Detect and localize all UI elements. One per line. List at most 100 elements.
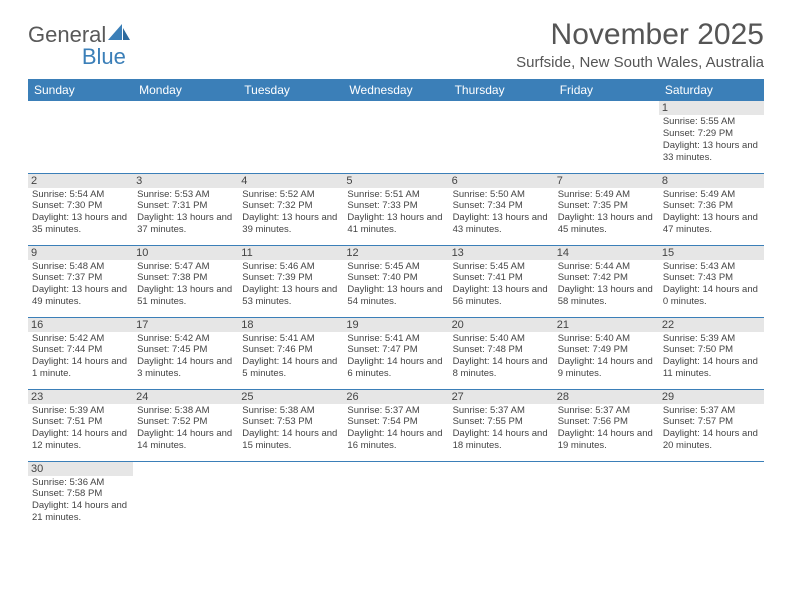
calendar-cell [449,461,554,533]
sunrise-text: Sunrise: 5:38 AM [242,405,339,417]
day-info: Sunrise: 5:37 AMSunset: 7:57 PMDaylight:… [663,405,760,453]
day-number: 27 [449,390,554,404]
sunrise-text: Sunrise: 5:37 AM [347,405,444,417]
calendar-cell: 27Sunrise: 5:37 AMSunset: 7:55 PMDayligh… [449,389,554,461]
calendar-cell: 11Sunrise: 5:46 AMSunset: 7:39 PMDayligh… [238,245,343,317]
day-number: 4 [238,174,343,188]
sunrise-text: Sunrise: 5:52 AM [242,189,339,201]
calendar-cell: 19Sunrise: 5:41 AMSunset: 7:47 PMDayligh… [343,317,448,389]
daylight-text: Daylight: 13 hours and 56 minutes. [453,284,550,308]
daylight-text: Daylight: 14 hours and 8 minutes. [453,356,550,380]
sunset-text: Sunset: 7:54 PM [347,416,444,428]
day-number: 21 [554,318,659,332]
day-number: 12 [343,246,448,260]
daylight-text: Daylight: 14 hours and 5 minutes. [242,356,339,380]
day-number: 18 [238,318,343,332]
daylight-text: Daylight: 13 hours and 43 minutes. [453,212,550,236]
calendar-cell [554,101,659,173]
calendar-cell: 8Sunrise: 5:49 AMSunset: 7:36 PMDaylight… [659,173,764,245]
calendar-cell: 12Sunrise: 5:45 AMSunset: 7:40 PMDayligh… [343,245,448,317]
sunset-text: Sunset: 7:30 PM [32,200,129,212]
weekday-header: Thursday [449,79,554,101]
weekday-header: Tuesday [238,79,343,101]
daylight-text: Daylight: 14 hours and 15 minutes. [242,428,339,452]
day-info: Sunrise: 5:55 AMSunset: 7:29 PMDaylight:… [663,116,760,164]
sunrise-text: Sunrise: 5:54 AM [32,189,129,201]
calendar-cell [133,461,238,533]
sunrise-text: Sunrise: 5:37 AM [453,405,550,417]
calendar-page: General GeneBlue November 2025 Surfside,… [0,0,792,549]
sunrise-text: Sunrise: 5:51 AM [347,189,444,201]
calendar-cell: 6Sunrise: 5:50 AMSunset: 7:34 PMDaylight… [449,173,554,245]
day-number: 20 [449,318,554,332]
sunrise-text: Sunrise: 5:50 AM [453,189,550,201]
daylight-text: Daylight: 13 hours and 41 minutes. [347,212,444,236]
calendar-cell: 25Sunrise: 5:38 AMSunset: 7:53 PMDayligh… [238,389,343,461]
sunset-text: Sunset: 7:46 PM [242,344,339,356]
daylight-text: Daylight: 13 hours and 39 minutes. [242,212,339,236]
weekday-header: Sunday [28,79,133,101]
sunrise-text: Sunrise: 5:47 AM [137,261,234,273]
day-info: Sunrise: 5:38 AMSunset: 7:53 PMDaylight:… [242,405,339,453]
month-title: November 2025 [516,18,764,52]
calendar-table: SundayMondayTuesdayWednesdayThursdayFrid… [28,79,764,533]
sunset-text: Sunset: 7:45 PM [137,344,234,356]
daylight-text: Daylight: 13 hours and 49 minutes. [32,284,129,308]
calendar-cell: 30Sunrise: 5:36 AMSunset: 7:58 PMDayligh… [28,461,133,533]
day-info: Sunrise: 5:54 AMSunset: 7:30 PMDaylight:… [32,189,129,237]
day-number: 2 [28,174,133,188]
day-number: 7 [554,174,659,188]
daylight-text: Daylight: 14 hours and 16 minutes. [347,428,444,452]
calendar-cell: 26Sunrise: 5:37 AMSunset: 7:54 PMDayligh… [343,389,448,461]
day-info: Sunrise: 5:45 AMSunset: 7:40 PMDaylight:… [347,261,444,309]
brand-logo: General GeneBlue [28,24,130,68]
sunset-text: Sunset: 7:33 PM [347,200,444,212]
calendar-header-row: SundayMondayTuesdayWednesdayThursdayFrid… [28,79,764,101]
calendar-cell: 23Sunrise: 5:39 AMSunset: 7:51 PMDayligh… [28,389,133,461]
calendar-cell [133,101,238,173]
day-info: Sunrise: 5:37 AMSunset: 7:56 PMDaylight:… [558,405,655,453]
calendar-cell: 9Sunrise: 5:48 AMSunset: 7:37 PMDaylight… [28,245,133,317]
day-number: 26 [343,390,448,404]
sunrise-text: Sunrise: 5:42 AM [137,333,234,345]
sunrise-text: Sunrise: 5:45 AM [347,261,444,273]
day-number: 3 [133,174,238,188]
day-info: Sunrise: 5:52 AMSunset: 7:32 PMDaylight:… [242,189,339,237]
calendar-row: 16Sunrise: 5:42 AMSunset: 7:44 PMDayligh… [28,317,764,389]
sunset-text: Sunset: 7:58 PM [32,488,129,500]
daylight-text: Daylight: 14 hours and 19 minutes. [558,428,655,452]
daylight-text: Daylight: 14 hours and 12 minutes. [32,428,129,452]
sunset-text: Sunset: 7:31 PM [137,200,234,212]
sunrise-text: Sunrise: 5:43 AM [663,261,760,273]
calendar-cell: 17Sunrise: 5:42 AMSunset: 7:45 PMDayligh… [133,317,238,389]
sunrise-text: Sunrise: 5:53 AM [137,189,234,201]
sunrise-text: Sunrise: 5:49 AM [558,189,655,201]
day-number: 17 [133,318,238,332]
calendar-cell [238,101,343,173]
sunrise-text: Sunrise: 5:48 AM [32,261,129,273]
calendar-cell: 7Sunrise: 5:49 AMSunset: 7:35 PMDaylight… [554,173,659,245]
sunrise-text: Sunrise: 5:45 AM [453,261,550,273]
sunrise-text: Sunrise: 5:37 AM [558,405,655,417]
day-number: 19 [343,318,448,332]
day-info: Sunrise: 5:36 AMSunset: 7:58 PMDaylight:… [32,477,129,525]
day-number: 22 [659,318,764,332]
sunset-text: Sunset: 7:57 PM [663,416,760,428]
day-info: Sunrise: 5:40 AMSunset: 7:48 PMDaylight:… [453,333,550,381]
sunset-text: Sunset: 7:44 PM [32,344,129,356]
day-number: 29 [659,390,764,404]
day-number: 25 [238,390,343,404]
daylight-text: Daylight: 14 hours and 21 minutes. [32,500,129,524]
location-text: Surfside, New South Wales, Australia [516,54,764,71]
sunset-text: Sunset: 7:36 PM [663,200,760,212]
calendar-row: 1Sunrise: 5:55 AMSunset: 7:29 PMDaylight… [28,101,764,173]
daylight-text: Daylight: 13 hours and 47 minutes. [663,212,760,236]
calendar-cell: 20Sunrise: 5:40 AMSunset: 7:48 PMDayligh… [449,317,554,389]
sunrise-text: Sunrise: 5:39 AM [32,405,129,417]
day-info: Sunrise: 5:41 AMSunset: 7:46 PMDaylight:… [242,333,339,381]
day-info: Sunrise: 5:37 AMSunset: 7:54 PMDaylight:… [347,405,444,453]
sunrise-text: Sunrise: 5:41 AM [347,333,444,345]
calendar-cell: 24Sunrise: 5:38 AMSunset: 7:52 PMDayligh… [133,389,238,461]
calendar-cell: 14Sunrise: 5:44 AMSunset: 7:42 PMDayligh… [554,245,659,317]
day-number: 15 [659,246,764,260]
